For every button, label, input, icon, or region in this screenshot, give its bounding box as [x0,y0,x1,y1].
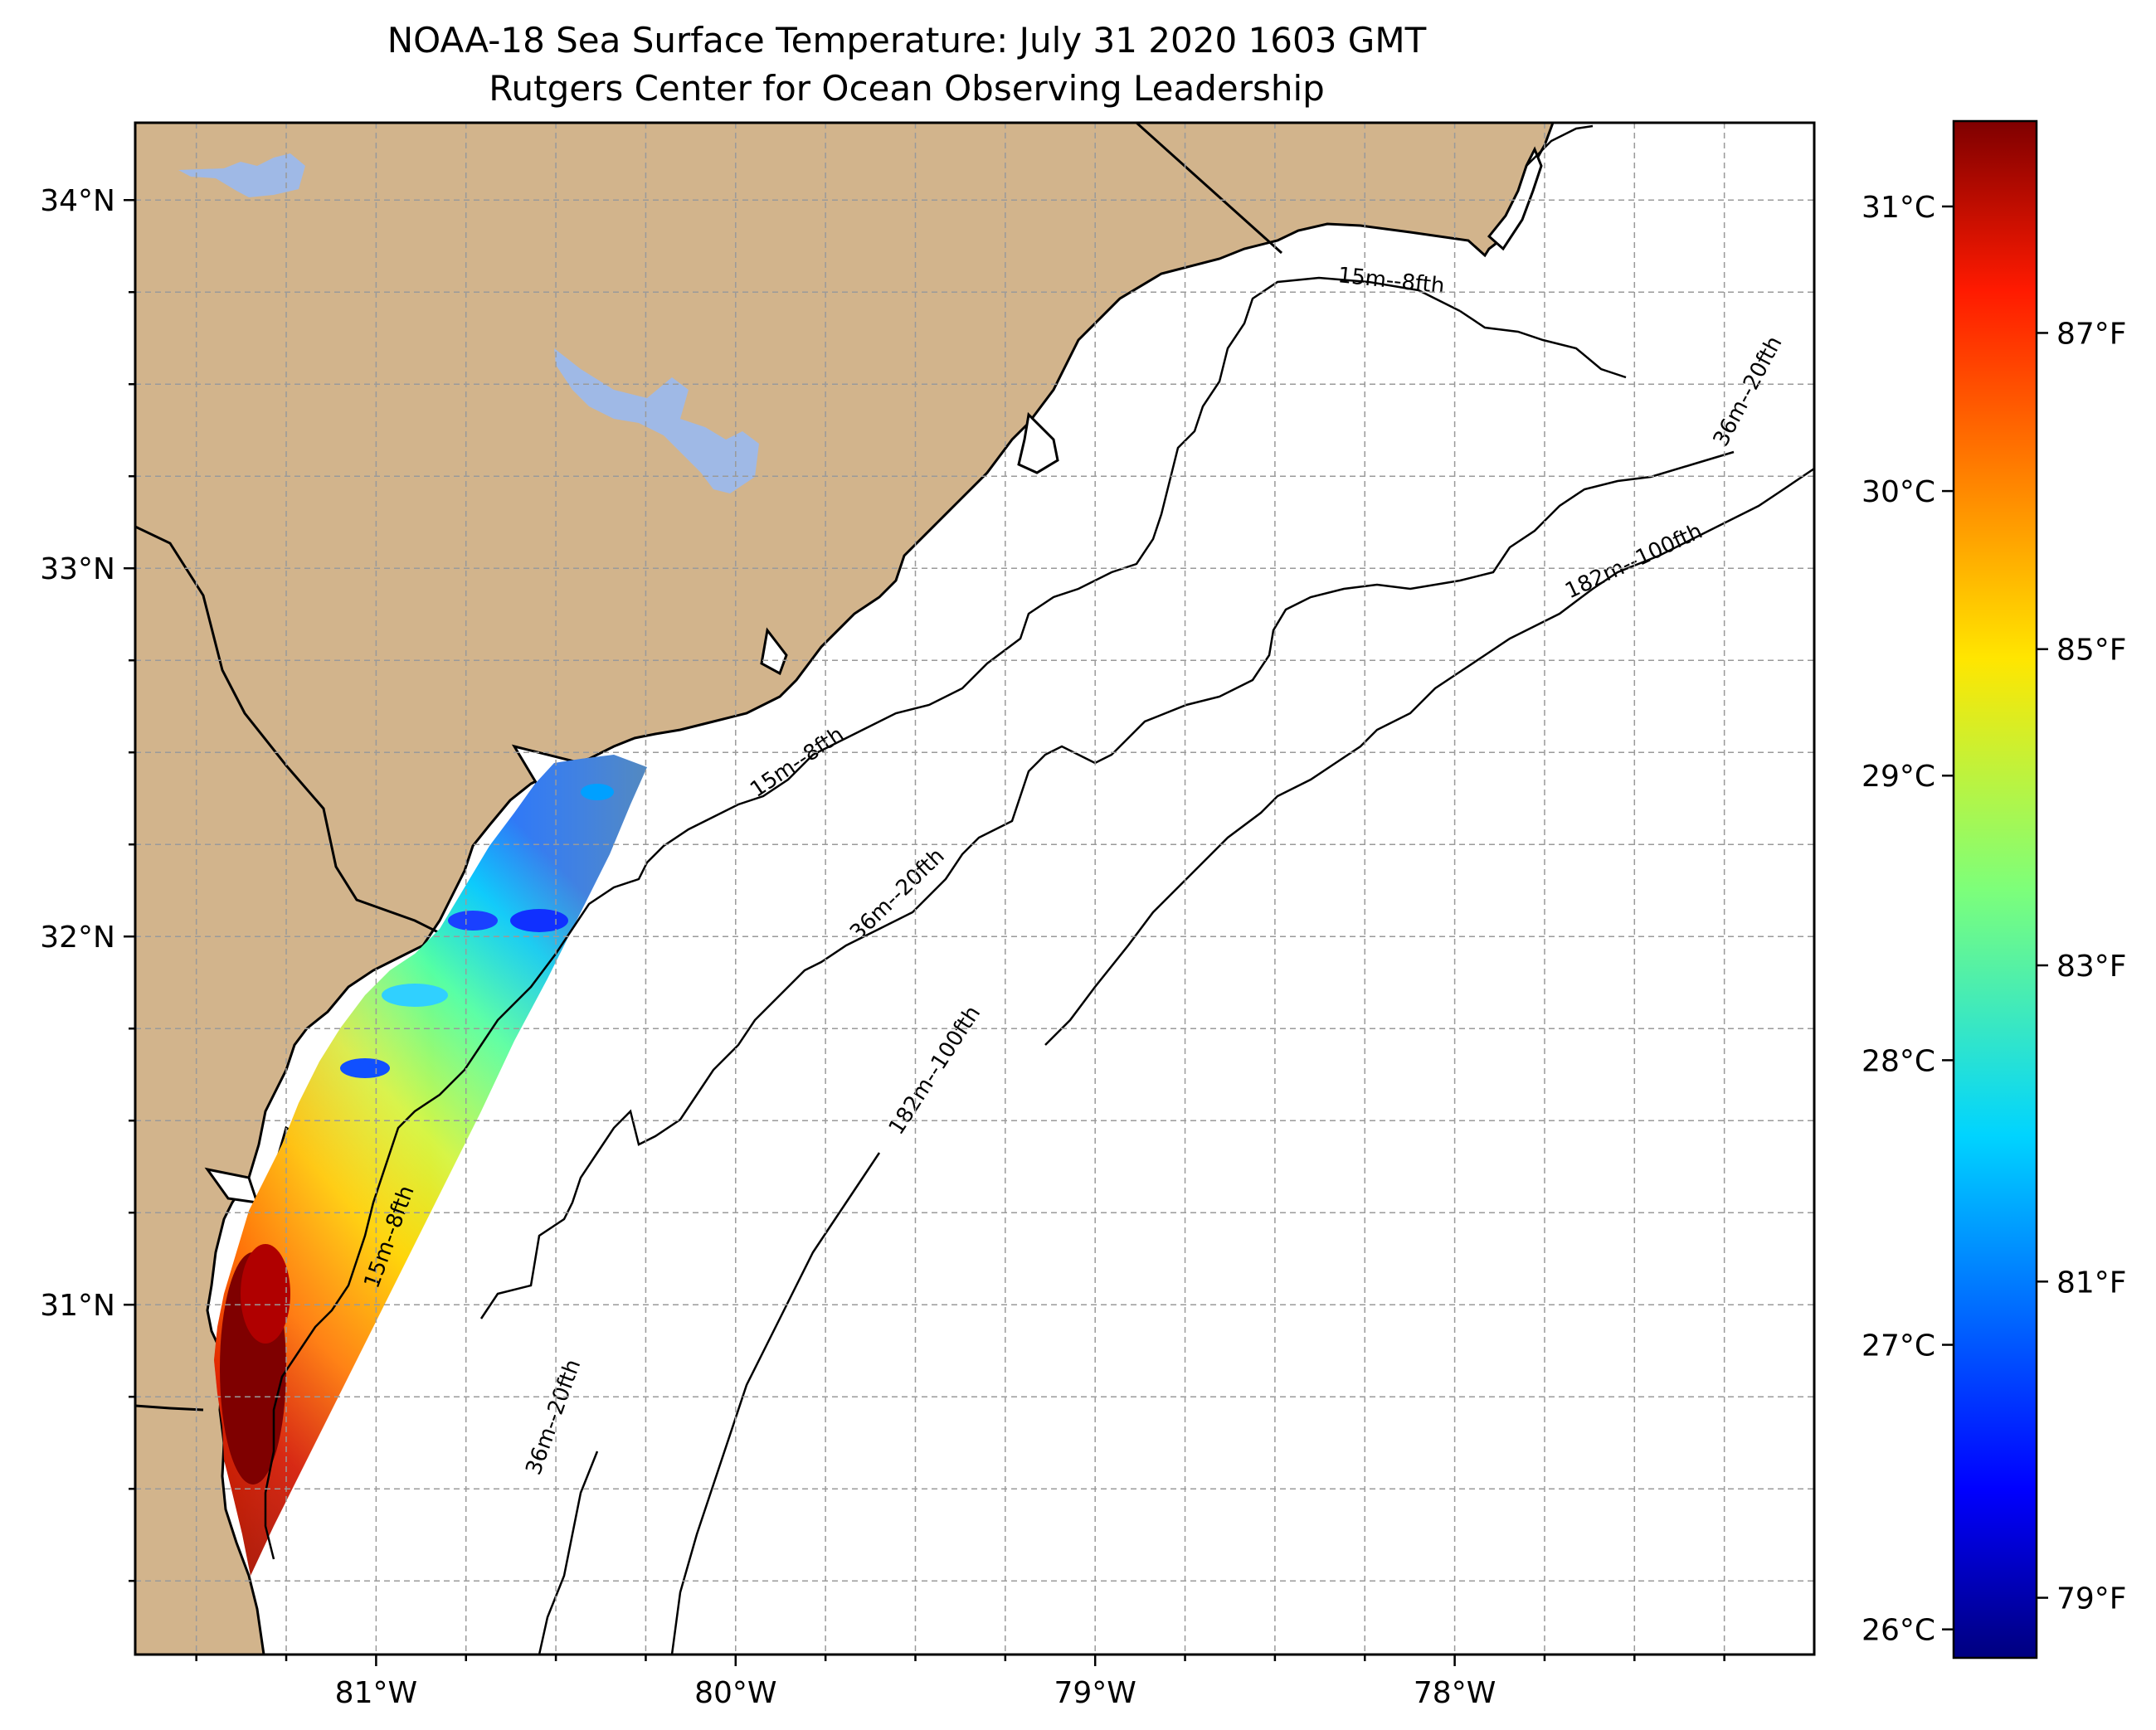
sst-swath-overlay [214,755,647,1576]
sst-cool-patch [581,784,614,800]
isobath-36m [538,1451,599,1655]
isobath-36m [479,450,1735,1319]
colorbar-celsius-label: 27°C [1862,1329,1935,1363]
colorbar-fahrenheit-label: 81°F [2056,1266,2127,1300]
colorbar-celsius-label: 28°C [1862,1044,1935,1078]
state-boundary [1135,123,1283,255]
colorbar [1952,119,2038,1660]
colorbar-celsius-label: 31°C [1862,191,1935,225]
lat-tick-label: 33°N [40,552,115,586]
lake-hartwell [178,153,305,197]
coast-inlet [760,627,788,676]
isobath-15m [264,276,1461,1560]
gridlines [135,123,1814,1655]
state-boundary [135,525,440,935]
isobath-15m [1459,309,1627,379]
colorbar-celsius-label: 29°C [1862,760,1935,794]
lon-tick-label: 81°W [335,1676,417,1710]
sst-cool-patch [340,1058,390,1078]
colorbar-fahrenheit-label: 83°F [2056,950,2127,984]
lon-tick-label: 79°W [1054,1676,1136,1710]
sst-warm-patch [241,1244,290,1344]
map-axis-ticks: 81°W 80°W 79°W 78°W 34°N 33°N 32°N 31°N [40,184,1725,1710]
isobath-182m [1044,467,1814,1046]
sst-cool-patch [510,909,568,932]
colorbar-celsius-label: 26°C [1862,1614,1935,1648]
lat-tick-label: 31°N [40,1289,115,1323]
isobath-15m [1526,124,1594,167]
state-boundary [135,1404,204,1412]
isobath-182m [670,1152,881,1655]
coast-inlet [1017,411,1059,474]
colorbar-fahrenheit-label: 79°F [2056,1582,2127,1616]
map-title: NOAA-18 Sea Surface Temperature: July 31… [387,20,1427,61]
colorbar-ticks: 26°C 27°C 28°C 29°C 30°C 31°C 79°F 81°F 83°F 85°F… [1862,191,2126,1648]
sst-cool-patch [382,984,448,1007]
lat-tick-label: 34°N [40,184,115,218]
colorbar-fahrenheit-label: 87°F [2056,317,2127,351]
colorbar-celsius-label: 30°C [1862,475,1935,509]
lon-tick-label: 78°W [1414,1676,1496,1710]
lat-tick-label: 32°N [40,921,115,955]
sst-cool-patch [448,911,498,931]
lon-tick-label: 80°W [694,1676,776,1710]
map-frame [134,121,1816,1656]
coast-inlet [1487,146,1543,251]
colorbar-fahrenheit-label: 85°F [2056,634,2127,668]
map-subtitle: Rutgers Center for Ocean Observing Leade… [489,68,1325,109]
